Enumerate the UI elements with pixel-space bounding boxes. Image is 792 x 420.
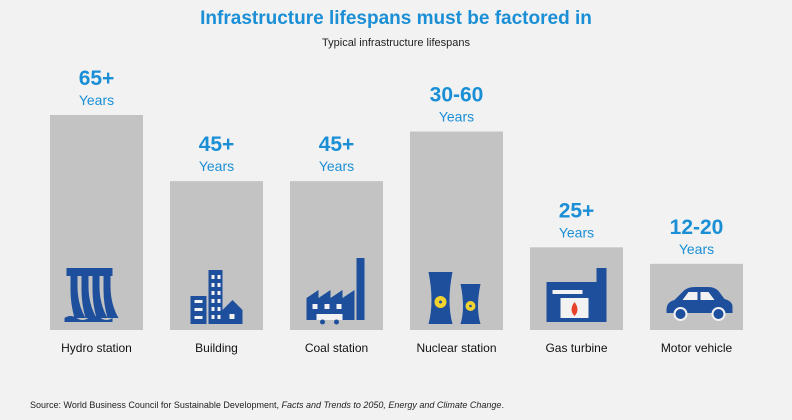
window xyxy=(324,304,330,309)
car-wheel xyxy=(673,307,688,321)
unit-label: Years xyxy=(79,92,114,108)
value-label: 45+ xyxy=(319,133,355,156)
window xyxy=(194,316,203,319)
hydro-dam-icon xyxy=(64,268,119,322)
radiation-center xyxy=(439,300,442,304)
gas-turbine-icon xyxy=(546,268,607,322)
chart-title: Infrastructure lifespans must be factore… xyxy=(200,8,592,29)
cart-wheel xyxy=(334,319,339,325)
window xyxy=(229,314,235,319)
source-text: Source: World Business Council for Susta… xyxy=(30,400,282,410)
window xyxy=(211,307,215,311)
window xyxy=(217,299,221,303)
dam-spillway xyxy=(70,276,86,318)
category-label: Building xyxy=(195,341,238,355)
window xyxy=(217,283,221,287)
category-label: Hydro station xyxy=(61,341,132,355)
dam-water xyxy=(64,316,113,322)
bar-nuclear-station xyxy=(410,131,503,330)
window xyxy=(211,299,215,303)
chimney xyxy=(356,258,365,320)
window xyxy=(211,283,215,287)
source-suffix: . xyxy=(501,400,504,410)
unit-label: Years xyxy=(559,224,594,240)
bar-chart: 65+ Years Hydro station 45+ Years Building 45+… xyxy=(50,67,743,355)
dam-spillway xyxy=(92,276,108,318)
unit-label: Years xyxy=(199,158,234,174)
unit-label: Years xyxy=(679,241,714,257)
category-label: Coal station xyxy=(305,341,368,355)
source-italic-text: Facts and Trends to 2050, Energy and Cli… xyxy=(281,400,502,410)
value-label: 45+ xyxy=(199,133,235,156)
window xyxy=(211,275,215,279)
coal-factory-icon xyxy=(306,258,365,325)
window xyxy=(217,307,221,311)
category-label: Nuclear station xyxy=(416,341,496,355)
unit-label: Years xyxy=(439,109,474,125)
window xyxy=(194,300,203,303)
turbine-pipe xyxy=(552,290,583,294)
car-window xyxy=(700,292,715,300)
window xyxy=(217,291,221,295)
window xyxy=(336,304,342,309)
value-label: 30-60 xyxy=(430,84,484,107)
value-label: 65+ xyxy=(79,67,115,90)
source-note: Source: World Business Council for Susta… xyxy=(30,400,504,410)
window xyxy=(217,315,221,319)
car-icon xyxy=(666,287,733,321)
category-label: Gas turbine xyxy=(545,341,607,355)
car-wheel xyxy=(711,307,726,321)
car-body xyxy=(666,287,733,313)
factory-body xyxy=(306,290,355,320)
chart-subtitle: Typical infrastructure lifespans xyxy=(322,37,470,49)
dam-spillway xyxy=(81,276,97,318)
value-label: 25+ xyxy=(559,199,595,222)
coal-cart xyxy=(316,314,343,320)
flame xyxy=(571,302,578,316)
car-window xyxy=(682,292,698,300)
radiation-center xyxy=(469,304,472,308)
value-label: 12-20 xyxy=(670,216,724,239)
city-buildings-icon xyxy=(190,270,243,324)
window xyxy=(217,275,221,279)
window xyxy=(211,315,215,319)
window xyxy=(312,304,318,309)
window xyxy=(194,308,203,311)
cart-wheel xyxy=(320,319,325,325)
dam-spillway xyxy=(103,276,119,318)
category-label: Motor vehicle xyxy=(661,341,733,355)
dam-crest xyxy=(66,268,113,276)
unit-label: Years xyxy=(319,158,354,174)
cooling-towers-icon xyxy=(428,272,481,324)
window xyxy=(211,291,215,295)
house-building xyxy=(222,300,243,324)
